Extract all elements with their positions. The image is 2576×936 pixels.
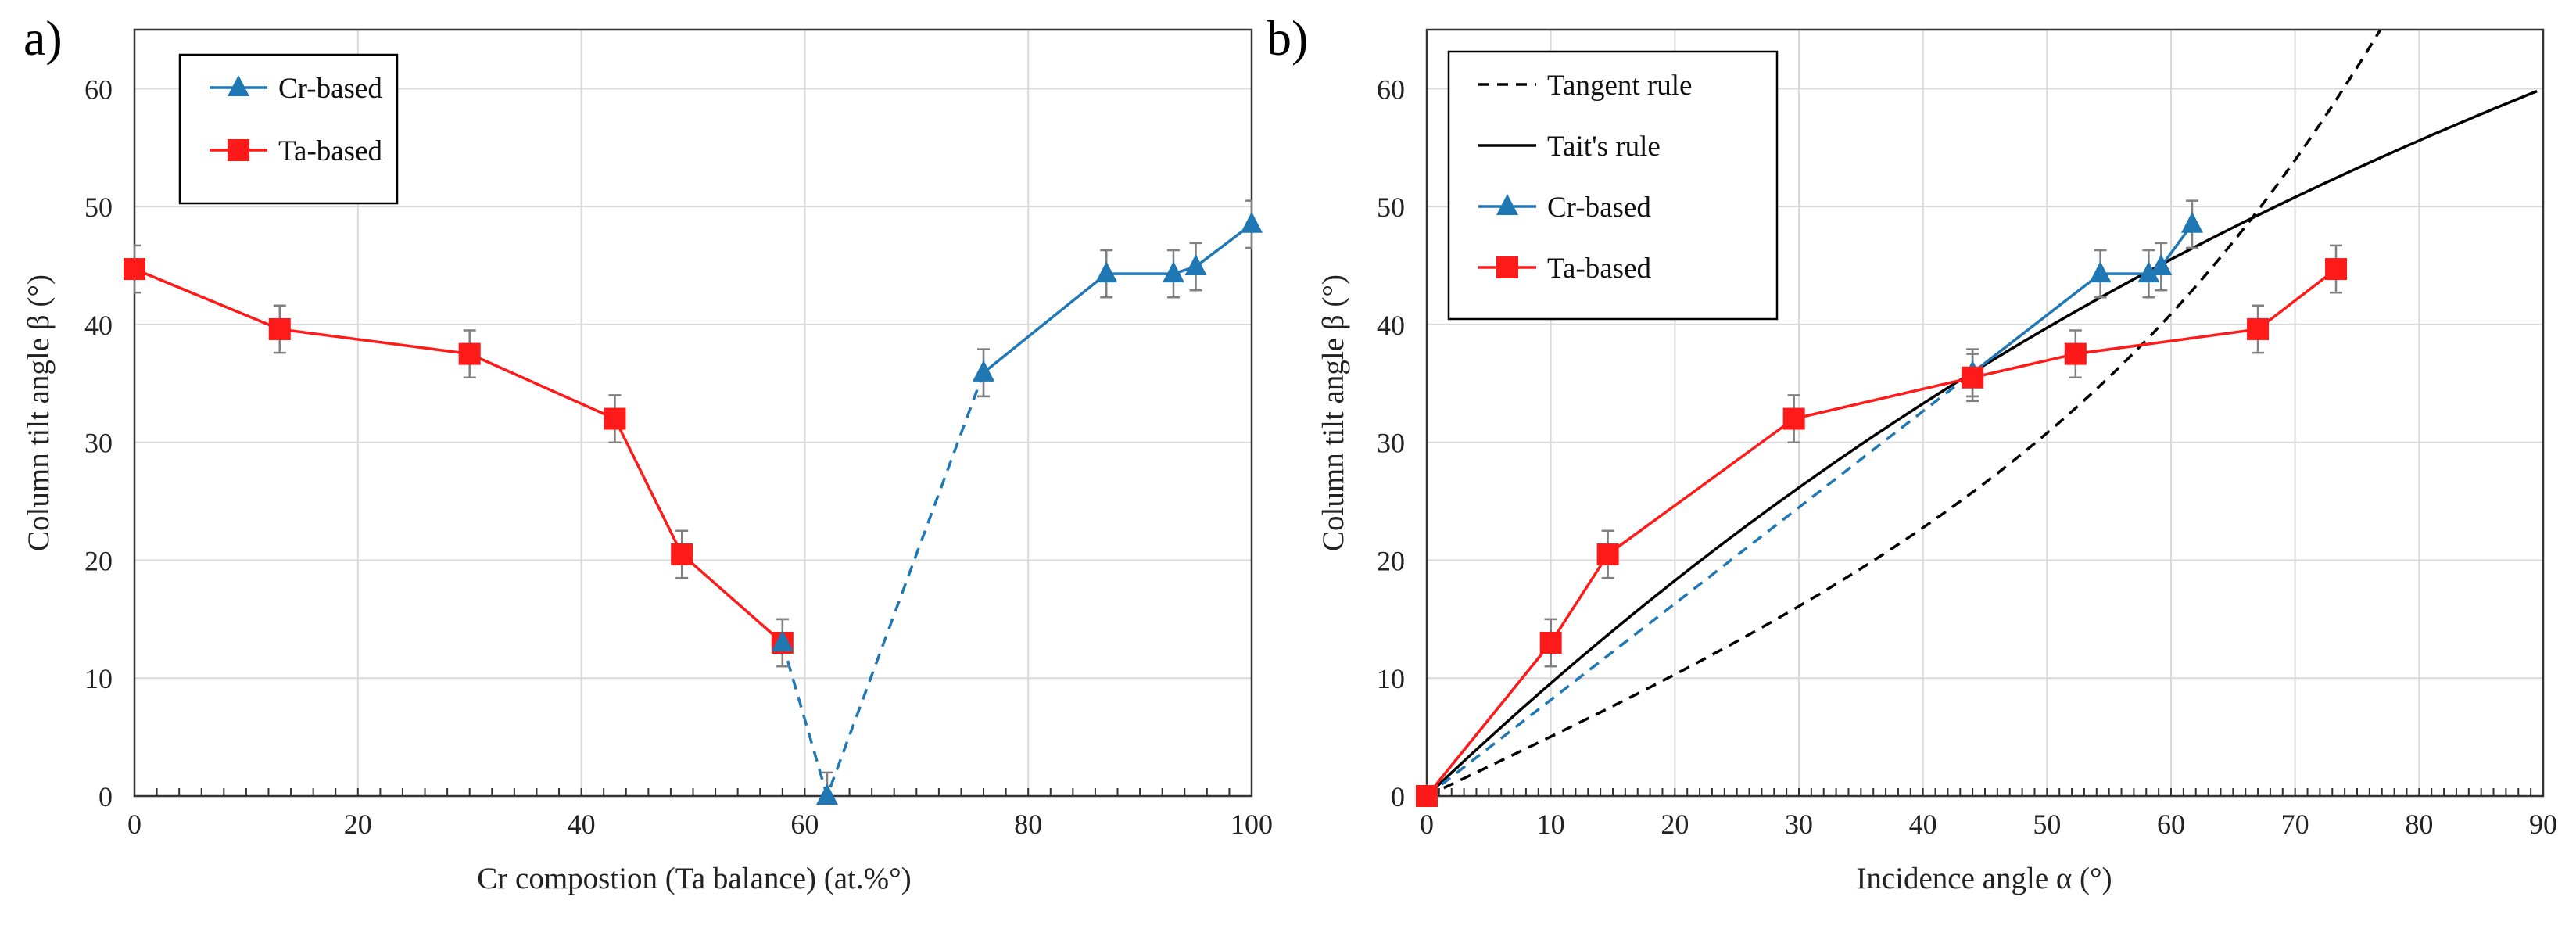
x-tick-label: 40 (568, 809, 596, 840)
y-axis-label: Column tilt angle β (°) (22, 274, 56, 551)
x-tick-label: 80 (2405, 809, 2433, 840)
y-tick-label: 30 (84, 428, 113, 459)
data-point (1095, 261, 1118, 283)
legend-marker (228, 139, 249, 161)
y-tick-label: 20 (84, 545, 113, 576)
data-point (2064, 342, 2087, 365)
data-point (1782, 407, 1805, 430)
x-tick-label: 20 (344, 809, 372, 840)
data-point (124, 258, 145, 281)
series-line (1427, 371, 1974, 796)
data-point (1184, 254, 1207, 276)
data-point (458, 342, 481, 365)
x-tick-label: 70 (2281, 809, 2309, 840)
y-tick-label: 10 (1377, 663, 1405, 694)
y-tick-label: 40 (84, 310, 113, 341)
data-point (815, 784, 838, 805)
legend-box (178, 53, 399, 205)
data-point (2137, 261, 2160, 283)
legend-marker (1496, 256, 1518, 278)
x-tick-label: 10 (1537, 809, 1565, 840)
x-tick-label: 60 (790, 809, 819, 840)
chart-panel-a: 0 20 40 60 80 100 0 10 20 30 40 50 60 Cr compostion (… (22, 10, 1273, 895)
x-tick-label: 30 (1785, 809, 1813, 840)
y-axis-label: Column tilt angle β (°) (1317, 274, 1350, 551)
legend-marker (228, 75, 249, 96)
data-point (973, 360, 995, 382)
y-tick-label: 0 (99, 781, 113, 812)
data-point (268, 317, 291, 340)
legend-marker (1496, 194, 1518, 215)
series-line (781, 372, 985, 796)
series-line (982, 223, 1252, 375)
chart-panel-b: 0 10 20 30 40 50 60 70 80 90 0 10 20 30 40 50 60 Incidenc… (1267, 10, 2557, 895)
y-tick-label: 50 (84, 192, 113, 223)
legend-label: Ta-based (1547, 253, 1652, 285)
data-point (771, 630, 794, 651)
x-tick-label: 100 (1231, 809, 1273, 840)
y-tick-label: 20 (1377, 545, 1405, 576)
x-tick-label: 20 (1661, 809, 1689, 840)
x-tick-label: 60 (2157, 809, 2185, 840)
data-point (2089, 261, 2112, 283)
data-point (1539, 632, 1562, 654)
panel-label: a) (23, 10, 63, 66)
x-tick-label: 0 (127, 809, 142, 840)
y-tick-label: 40 (1377, 310, 1405, 341)
y-tick-label: 10 (84, 663, 113, 694)
legend-label: Tangent rule (1547, 70, 1692, 102)
data-point (671, 543, 693, 565)
data-point (2247, 317, 2270, 340)
y-tick-label: 0 (1391, 781, 1405, 812)
data-point (1596, 543, 1619, 565)
y-tick-label: 60 (84, 74, 113, 105)
y-tick-label: 50 (1377, 192, 1405, 223)
data-point (2325, 258, 2348, 281)
plot-area (134, 199, 1252, 796)
data-point (604, 407, 626, 430)
x-tick-label: 40 (1909, 809, 1937, 840)
data-point (1962, 366, 1984, 389)
data-point (1416, 785, 1438, 807)
legend-label: Cr-based (278, 73, 382, 105)
data-point (1241, 211, 1263, 233)
x-tick-label: 0 (1420, 809, 1434, 840)
panel-label: b) (1267, 10, 1308, 66)
legend-label: Cr-based (1547, 192, 1651, 224)
y-tick-label: 60 (1377, 74, 1405, 105)
data-point (2180, 211, 2203, 233)
y-tick-label: 30 (1377, 428, 1405, 459)
x-axis-label: Incidence angle α (°) (1856, 862, 2112, 895)
legend-label: Tait's rule (1547, 131, 1661, 163)
data-point (1162, 261, 1184, 283)
tangent-rule-line (1427, 30, 2382, 796)
legend-label: Ta-based (278, 135, 383, 167)
x-tick-label: 50 (2033, 809, 2061, 840)
x-axis-label: Cr compostion (Ta balance) (at.%°) (477, 862, 911, 895)
x-tick-label: 80 (1014, 809, 1042, 840)
series-line (134, 267, 783, 644)
x-tick-label: 90 (2529, 809, 2557, 840)
data-point (2150, 254, 2173, 276)
series-line (1427, 267, 2338, 796)
